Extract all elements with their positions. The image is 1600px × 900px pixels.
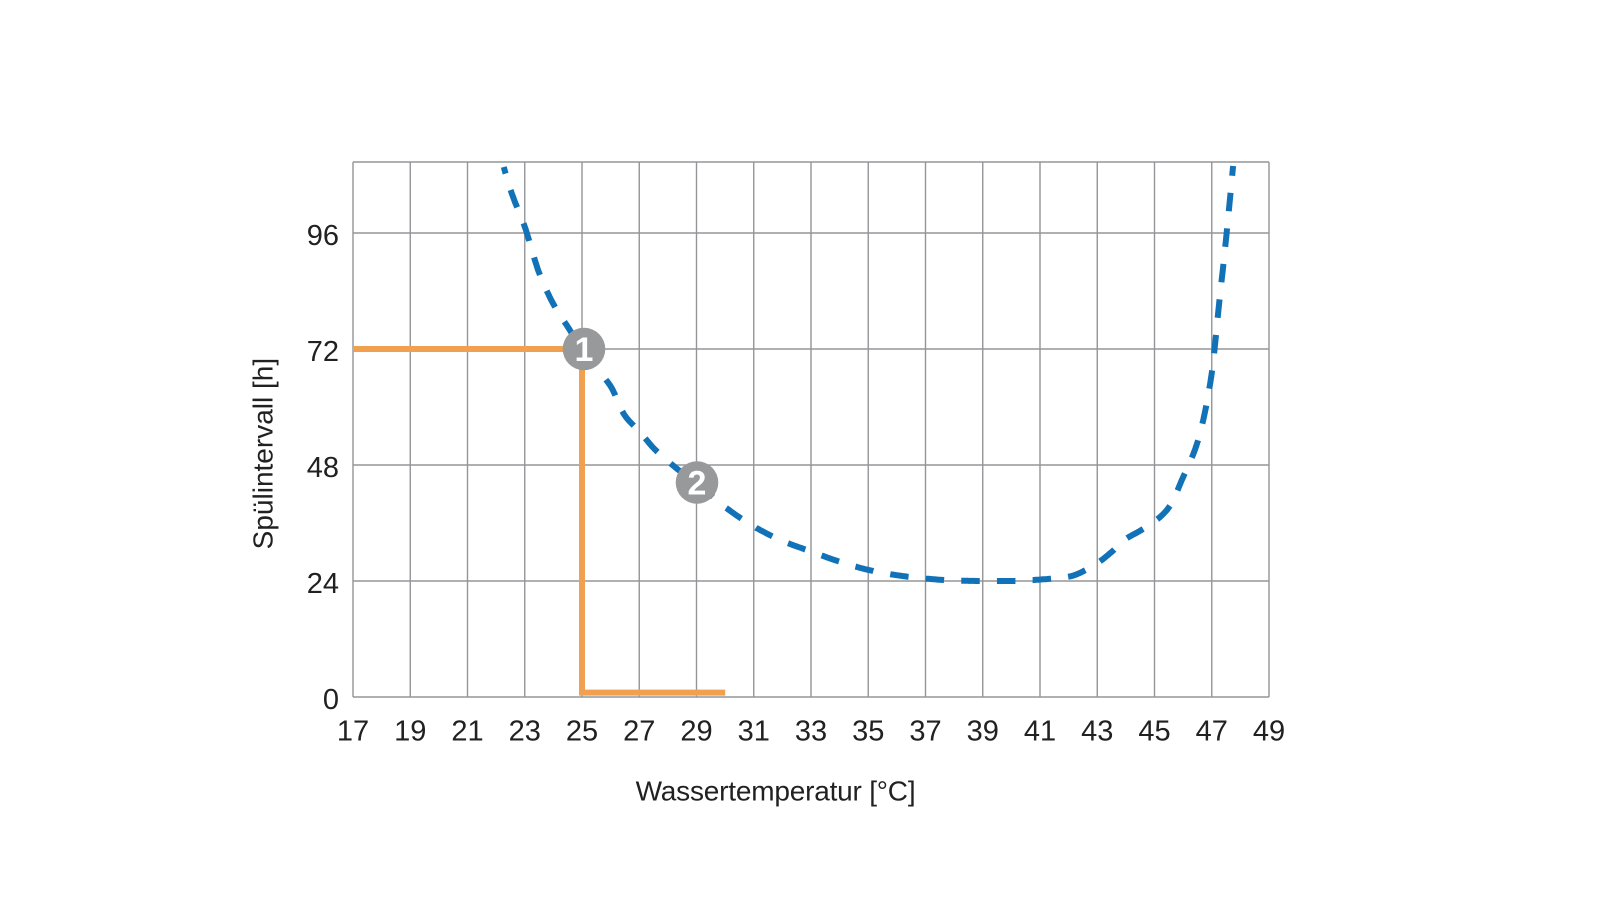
svg-text:Spülintervall [h]: Spülintervall [h]: [248, 358, 279, 549]
svg-text:1: 1: [575, 331, 594, 369]
svg-text:43: 43: [1081, 716, 1113, 748]
svg-text:31: 31: [738, 716, 770, 748]
svg-text:2: 2: [688, 465, 707, 503]
svg-text:72: 72: [307, 336, 339, 368]
svg-text:29: 29: [680, 716, 712, 748]
svg-text:45: 45: [1138, 716, 1170, 748]
svg-text:0: 0: [323, 684, 339, 716]
svg-text:47: 47: [1196, 716, 1228, 748]
svg-text:35: 35: [852, 716, 884, 748]
svg-text:48: 48: [307, 452, 339, 484]
svg-text:24: 24: [307, 568, 339, 600]
svg-text:49: 49: [1253, 716, 1285, 748]
svg-text:25: 25: [566, 716, 598, 748]
svg-text:19: 19: [394, 716, 426, 748]
svg-text:41: 41: [1024, 716, 1056, 748]
svg-text:96: 96: [307, 220, 339, 252]
svg-text:17: 17: [337, 716, 369, 748]
svg-text:21: 21: [451, 716, 483, 748]
svg-text:37: 37: [909, 716, 941, 748]
svg-text:27: 27: [623, 716, 655, 748]
svg-text:39: 39: [967, 716, 999, 748]
svg-text:23: 23: [509, 716, 541, 748]
svg-text:33: 33: [795, 716, 827, 748]
svg-text:Wassertemperatur [°C]: Wassertemperatur [°C]: [636, 776, 916, 807]
